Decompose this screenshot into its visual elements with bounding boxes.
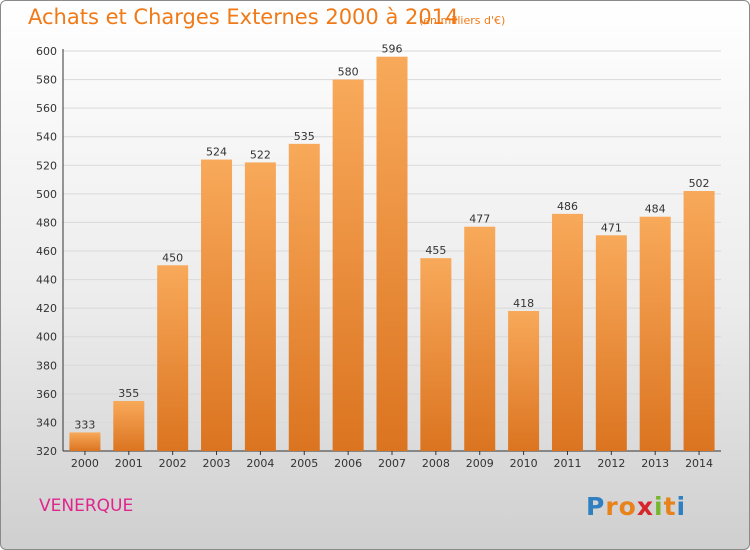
data-label-2004: 522: [250, 148, 271, 161]
logo-letter: r: [605, 492, 619, 521]
data-label-2006: 580: [338, 66, 359, 79]
logo-letter: t: [663, 492, 677, 521]
y-tick-label: 420: [36, 302, 57, 315]
x-tick-label: 2014: [685, 457, 713, 470]
y-tick-label: 460: [36, 245, 57, 258]
chart-title: Achats et Charges Externes 2000 à 2014: [28, 5, 459, 29]
bar-2001: [113, 401, 145, 451]
x-tick-label: 2011: [553, 457, 581, 470]
data-label-2009: 477: [469, 213, 490, 226]
x-tick-label: 2002: [159, 457, 187, 470]
data-label-2014: 502: [689, 177, 710, 190]
x-tick-label: 2009: [466, 457, 494, 470]
y-tick-label: 340: [36, 416, 57, 429]
axes: 320 340 360 380 400 420 440 460 480 500 520 540 560 5…: [36, 45, 721, 470]
y-tick-label: 440: [36, 274, 57, 287]
bar-2008: [420, 258, 452, 451]
bar-2005: [288, 143, 320, 451]
data-label-2008: 455: [425, 244, 446, 257]
bar-2003: [201, 159, 233, 452]
data-label-2002: 450: [162, 251, 183, 264]
data-label-2000: 333: [74, 418, 95, 431]
data-label-2001: 355: [118, 387, 139, 400]
data-label-2005: 535: [294, 130, 315, 143]
y-tick-label: 600: [36, 45, 57, 58]
x-tick-label: 2013: [641, 457, 669, 470]
y-tick-label: 320: [36, 445, 57, 458]
y-tick-label: 360: [36, 388, 57, 401]
x-tick-label: 2004: [246, 457, 274, 470]
logo-letter: o: [618, 492, 637, 521]
bar-2013: [639, 216, 671, 451]
bars: [69, 56, 715, 452]
data-label-2012: 471: [601, 221, 622, 234]
proxiti-logo: Proxiti: [586, 492, 686, 521]
data-label-2010: 418: [513, 297, 534, 310]
bar-2006: [332, 79, 364, 452]
x-tick-label: 2001: [115, 457, 143, 470]
bar-2007: [376, 56, 408, 451]
bar-2010: [508, 311, 540, 451]
data-label-2013: 484: [645, 203, 666, 216]
data-label-2011: 486: [557, 200, 578, 213]
bar-2002: [157, 265, 189, 451]
x-tick-label: 2000: [71, 457, 99, 470]
data-labels: 333 355 450 524 522 535 580 596 455 477 418 486 471 4…: [74, 43, 709, 432]
y-tick-label: 400: [36, 331, 57, 344]
y-tick-label: 540: [36, 131, 57, 144]
chart-subtitle: (en milliers d'€): [419, 14, 506, 27]
logo-letter: i: [654, 492, 664, 521]
y-tick-label: 580: [36, 74, 57, 87]
y-tick-label: 480: [36, 216, 57, 229]
y-tick-label: 520: [36, 159, 57, 172]
data-label-2003: 524: [206, 146, 227, 159]
logo-letter: P: [586, 492, 606, 521]
y-tick-label: 380: [36, 359, 57, 372]
bar-2011: [551, 213, 583, 451]
x-tick-label: 2006: [334, 457, 362, 470]
data-label-2007: 596: [382, 43, 403, 56]
bar-2000: [69, 432, 101, 451]
bar-2012: [595, 235, 627, 451]
bar-2014: [683, 191, 715, 451]
x-tick-label: 2005: [290, 457, 318, 470]
commune-name: VENERQUE: [39, 496, 134, 516]
bar-2009: [464, 226, 496, 451]
bar-2004: [244, 162, 276, 451]
x-tick-label: 2007: [378, 457, 406, 470]
x-tick-label: 2008: [422, 457, 450, 470]
x-tick-label: 2012: [597, 457, 625, 470]
x-tick-label: 2003: [203, 457, 231, 470]
x-tick-label: 2010: [510, 457, 538, 470]
y-tick-label: 560: [36, 102, 57, 115]
logo-letter: i: [676, 492, 687, 521]
logo-letter: x: [636, 492, 654, 521]
y-tick-label: 500: [36, 188, 57, 201]
